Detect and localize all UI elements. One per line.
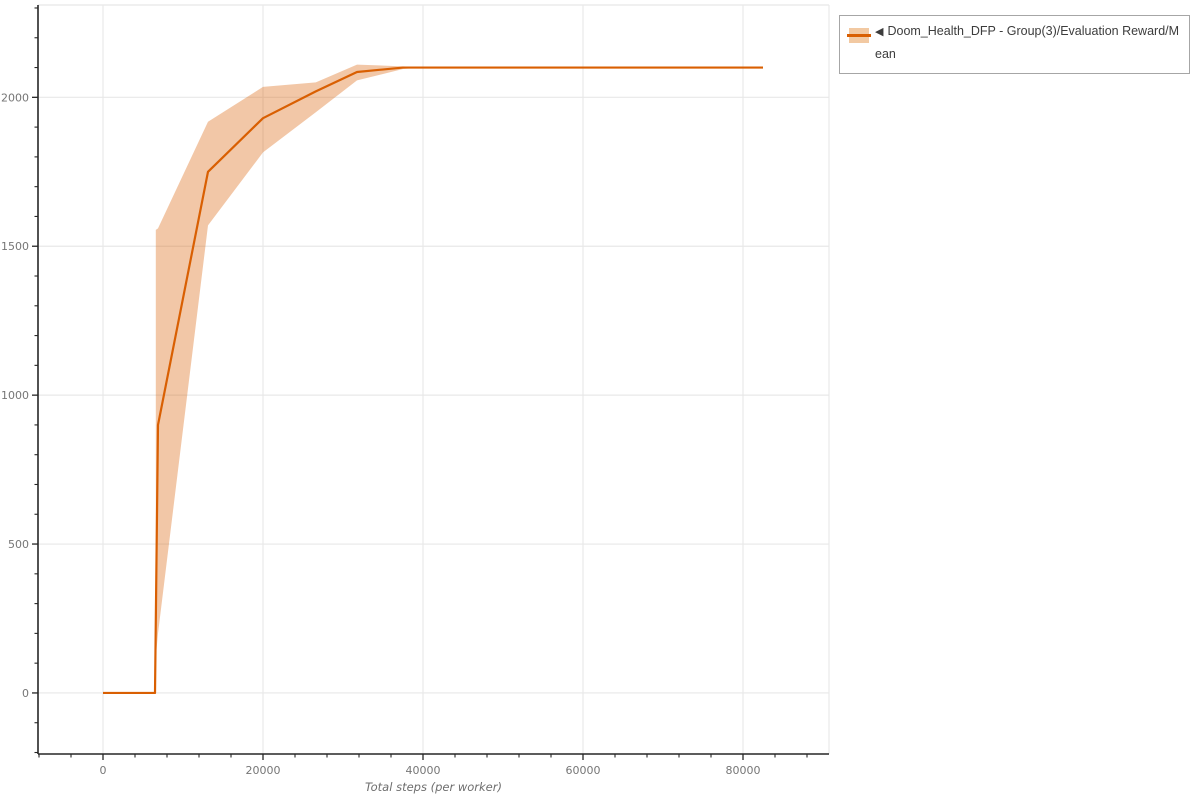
y-tick-label: 500 <box>8 538 29 551</box>
mean-line <box>103 66 763 695</box>
legend-swatch-line-icon <box>847 34 871 37</box>
x-tick-label: 60000 <box>566 764 601 777</box>
x-axis-label: Total steps (per worker) <box>365 780 502 794</box>
collapse-triangle-icon[interactable]: ◀ <box>875 26 884 38</box>
x-tick-label: 40000 <box>406 764 441 777</box>
x-tick-label: 0 <box>100 764 107 777</box>
x-tick-label: 20000 <box>246 764 281 777</box>
confidence-band <box>155 64 420 658</box>
y-tick-label: 2000 <box>1 91 29 104</box>
legend-item[interactable]: ◀ Doom_Health_DFP - Group(3)/Evaluation R… <box>875 20 1185 65</box>
y-tick-label: 0 <box>22 687 29 700</box>
legend-swatch <box>847 28 871 43</box>
y-tick-label: 1000 <box>1 389 29 402</box>
legend: ◀ Doom_Health_DFP - Group(3)/Evaluation R… <box>839 15 1190 74</box>
x-tick-label: 80000 <box>726 764 761 777</box>
legend-label[interactable]: Doom_Health_DFP - Group(3)/Evaluation Re… <box>875 24 1180 61</box>
y-tick-label: 1500 <box>1 240 29 253</box>
